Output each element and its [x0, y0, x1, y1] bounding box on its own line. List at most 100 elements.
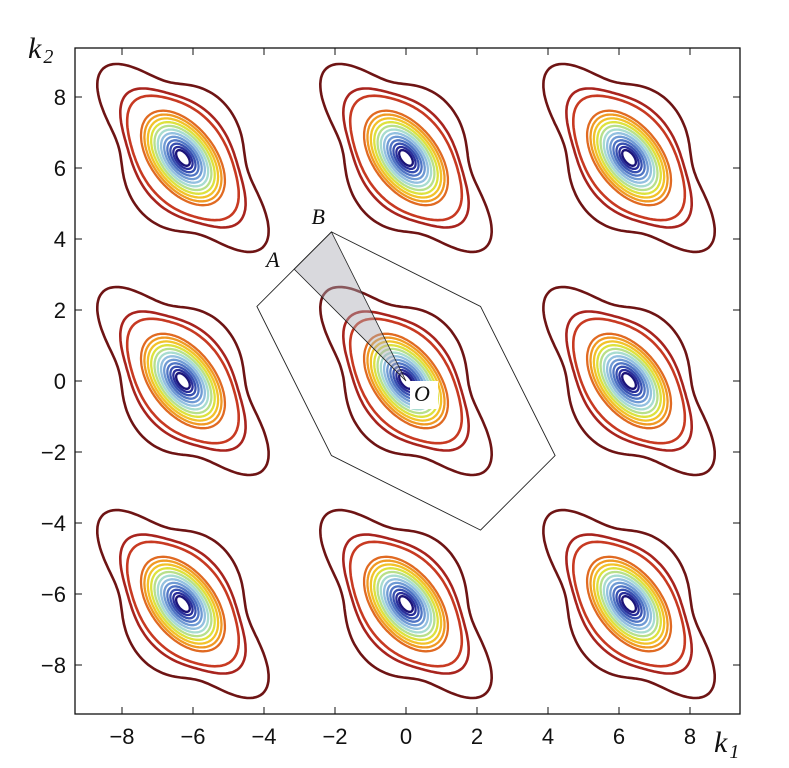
contour-line [609, 581, 649, 627]
contour-line [139, 109, 227, 207]
contour-group [542, 285, 716, 477]
contour-line [366, 113, 446, 203]
brillouin-zone-layer: A B O [256, 204, 556, 531]
contour-line [153, 124, 213, 192]
contour-line [373, 121, 439, 195]
contour-line [96, 285, 270, 477]
contour-line [341, 87, 471, 229]
contour-line [379, 128, 433, 188]
ticks-layer: −8 −6 −4 −2 0 2 4 6 8 −8 −6 −4 −2 0 2 4 6 8 [41, 48, 740, 749]
contour-line [159, 132, 207, 184]
contour-line [174, 372, 191, 390]
contour-line [565, 533, 693, 675]
contour-line [382, 132, 430, 184]
contour-line [96, 62, 270, 254]
contour-line [615, 588, 643, 620]
x-tick-label: −6 [180, 724, 205, 749]
contour-line [605, 578, 653, 630]
contour-line [166, 139, 200, 177]
y-tick-label: −4 [41, 511, 66, 536]
contour-group [318, 508, 494, 700]
contour-line [609, 135, 649, 181]
contour-line [362, 109, 450, 207]
contour-line [376, 124, 436, 192]
contour-line [153, 347, 213, 415]
contour-line [348, 317, 464, 445]
contour-line [621, 148, 638, 167]
contour-group [542, 508, 716, 700]
contour-line [318, 62, 494, 254]
contour-line [369, 117, 443, 199]
x-tick-label: 6 [613, 724, 625, 749]
contour-line [392, 142, 420, 174]
irreducible-wedge [293, 231, 407, 382]
contour-line [542, 285, 716, 477]
contour-line [585, 109, 673, 207]
contour-line [376, 570, 436, 638]
contour-line [602, 351, 656, 411]
contour-line [163, 581, 203, 627]
contour-line [618, 368, 640, 394]
y-tick-label: 2 [54, 298, 66, 323]
contour-line [395, 591, 417, 617]
contour-line [139, 555, 227, 653]
contour-line [369, 340, 443, 422]
contour-line [592, 340, 666, 422]
x-tick-label: 0 [400, 724, 412, 749]
y-tick-label: 4 [54, 227, 66, 252]
contour-line [615, 142, 643, 174]
x-tick-label: −8 [109, 724, 134, 749]
point-label-bg [410, 381, 438, 409]
contour-line [146, 117, 220, 199]
contour-line [572, 94, 687, 222]
contour-line [166, 585, 200, 623]
contour-layer [96, 62, 716, 700]
contour-line [589, 559, 669, 649]
y-tick-label: −6 [41, 582, 66, 607]
contour-line [596, 344, 662, 418]
contour-line [599, 570, 659, 638]
contour-group [318, 62, 494, 254]
contour-line [395, 145, 417, 171]
y-tick-label: −8 [41, 653, 66, 678]
contour-line [605, 132, 653, 184]
contour-line [169, 365, 197, 397]
contour-line [150, 567, 216, 641]
contour-line [156, 351, 210, 411]
contour-line [96, 508, 270, 700]
contour-line [143, 336, 223, 426]
contour-line [163, 135, 203, 181]
contour-line [542, 508, 716, 700]
contour-line [150, 344, 216, 418]
contour-line [341, 310, 471, 452]
contour-group [96, 62, 270, 254]
contour-line [398, 595, 414, 614]
contour-line [389, 139, 423, 177]
contour-line [599, 347, 659, 415]
contour-line [382, 578, 430, 630]
contour-line [139, 332, 227, 430]
x-tick-label: 8 [684, 724, 696, 749]
contour-line [589, 113, 669, 203]
contour-line [318, 285, 494, 477]
contour-line [605, 355, 653, 407]
contour-line [169, 142, 197, 174]
contour-line [159, 578, 207, 630]
contour-line [159, 355, 207, 407]
x-tick-label: −2 [322, 724, 347, 749]
contour-line [612, 585, 646, 623]
contour-line [125, 94, 240, 222]
contour-line [572, 540, 687, 668]
contour-line [386, 581, 426, 627]
contour-line [362, 332, 450, 430]
contour-line [618, 591, 640, 617]
contour-line [169, 588, 197, 620]
point-label-o: O [414, 381, 430, 406]
contour-line [589, 336, 669, 426]
contour-line [153, 570, 213, 638]
contour-group [542, 62, 716, 254]
point-label-b: B [311, 204, 324, 229]
contour-line [125, 317, 240, 445]
